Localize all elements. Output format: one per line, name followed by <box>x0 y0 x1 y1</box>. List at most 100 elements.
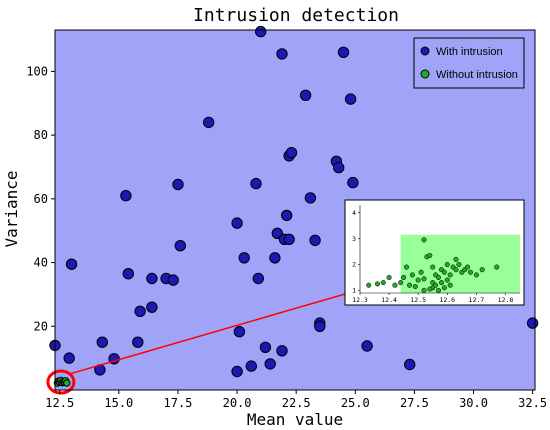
inset-point <box>374 281 381 287</box>
chart-title: Intrusion detection <box>193 5 399 26</box>
inset-point <box>465 264 471 270</box>
point-with-intrusion <box>259 341 272 353</box>
legend-marker-with-intrusion <box>420 46 430 56</box>
point-with-intrusion <box>238 252 250 264</box>
point-with-intrusion <box>252 272 264 285</box>
y-tick-label: 20 <box>34 319 48 333</box>
point-with-intrusion <box>174 240 187 252</box>
inset-x-tick-label: 12.8 <box>498 296 514 304</box>
x-tick-label: 30.0 <box>459 396 488 410</box>
point-with-intrusion <box>361 340 373 352</box>
point-with-intrusion <box>132 336 144 348</box>
point-with-intrusion <box>167 274 179 286</box>
legend: With intrusion Without intrusion <box>413 37 525 89</box>
point-with-intrusion <box>333 161 345 174</box>
inset-point <box>441 285 447 291</box>
point-with-intrusion <box>276 345 288 357</box>
inset-point <box>421 237 427 243</box>
point-with-intrusion <box>283 233 295 246</box>
legend-box <box>413 37 525 89</box>
inset-point <box>366 282 372 288</box>
inset-point <box>435 274 442 281</box>
inset-point <box>398 280 404 286</box>
inset-point <box>412 283 418 290</box>
inset-point <box>467 269 474 275</box>
point-with-intrusion <box>250 177 262 190</box>
inset-point <box>421 287 427 293</box>
point-with-intrusion <box>231 217 243 229</box>
inset-point <box>409 272 415 278</box>
inset-point <box>415 277 421 283</box>
point-with-intrusion <box>122 268 135 280</box>
inset-zoom-plot: 12.3 12.4 12.5 12.6 12.7 12.8 1 2 3 4 <box>344 199 525 306</box>
inset-point <box>435 287 442 293</box>
x-tick-label: 32.5 <box>518 396 547 410</box>
point-with-intrusion <box>526 317 539 329</box>
inset-x-tick-label: 12.7 <box>469 296 485 304</box>
y-tick-label: 40 <box>34 256 48 270</box>
x-tick-label: 27.5 <box>400 396 429 410</box>
inset-point <box>406 282 413 288</box>
point-with-intrusion <box>276 48 288 60</box>
point-with-intrusion <box>231 365 243 378</box>
inset-y-tick-label: 3 <box>352 235 356 243</box>
highlight-circle <box>46 369 76 395</box>
point-with-intrusion <box>63 352 75 364</box>
point-with-intrusion <box>347 176 359 189</box>
point-with-intrusion <box>134 305 146 317</box>
x-tick-label: 12.5 <box>45 396 74 410</box>
x-tick-label: 17.5 <box>164 396 193 410</box>
inset-point <box>430 264 436 270</box>
point-with-intrusion <box>255 25 267 38</box>
point-with-intrusion <box>344 93 357 105</box>
x-tick-label: 20.0 <box>223 396 252 410</box>
point-with-intrusion <box>96 336 109 348</box>
point-with-intrusion <box>304 192 317 204</box>
inset-point <box>447 272 453 278</box>
inset-point <box>380 280 386 286</box>
x-tick-label: 25.0 <box>341 396 370 410</box>
point-with-intrusion <box>120 190 132 202</box>
point-with-intrusion <box>299 89 312 102</box>
point-with-intrusion <box>172 178 184 191</box>
inset-point <box>386 274 392 281</box>
inset-point <box>433 282 439 288</box>
y-tick-label: 80 <box>34 128 48 142</box>
legend-label-with-intrusion: With intrusion <box>436 46 503 58</box>
inset-x-tick-label: 12.5 <box>410 296 426 304</box>
inset-point <box>456 261 462 268</box>
y-tick-label: 60 <box>34 192 48 206</box>
point-with-intrusion <box>314 320 326 332</box>
point-with-intrusion <box>264 358 276 370</box>
point-with-intrusion <box>281 209 293 222</box>
plot-frame <box>54 29 536 391</box>
point-with-intrusion <box>203 116 215 129</box>
point-with-intrusion <box>245 360 258 372</box>
inset-point <box>427 252 433 259</box>
x-tick-label: 15.0 <box>104 396 133 410</box>
point-with-intrusion <box>146 272 158 285</box>
y-axis-label: Variance <box>2 170 21 247</box>
inset-y-tick-label: 4 <box>352 209 356 217</box>
inset-x-tick-label: 12.3 <box>352 296 368 304</box>
inset-point <box>441 269 447 275</box>
inset-point <box>494 264 500 270</box>
inset-point <box>427 286 433 292</box>
inset-x-tick-label: 12.6 <box>439 296 455 304</box>
legend-label-without-intrusion: Without intrusion <box>436 69 518 81</box>
inset-point <box>479 267 485 273</box>
inset-point <box>401 274 407 281</box>
inset-point <box>453 256 459 262</box>
inset-point <box>421 276 427 282</box>
point-with-intrusion <box>65 258 78 270</box>
y-tick-label: 100 <box>26 64 48 78</box>
point-with-intrusion <box>146 301 158 313</box>
inset-x-tick-label: 12.4 <box>381 296 397 304</box>
inset-point <box>444 277 450 283</box>
point-with-intrusion <box>285 147 298 159</box>
inset-point <box>444 261 450 268</box>
inset-point <box>403 264 410 270</box>
point-with-intrusion <box>309 234 321 247</box>
main-axes: 12.5 15.0 17.5 20.0 22.5 25.0 27.5 30.0 32.5 20 40… <box>26 29 547 410</box>
